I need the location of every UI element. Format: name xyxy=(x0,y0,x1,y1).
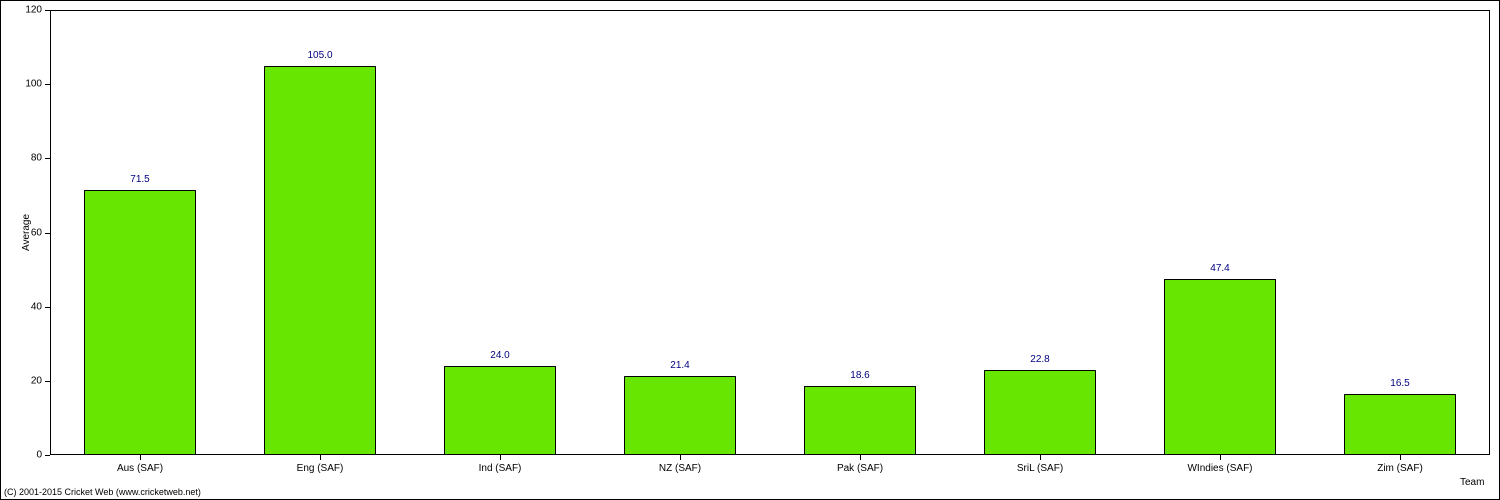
y-tick xyxy=(45,307,50,308)
bar xyxy=(264,66,376,455)
y-axis-label: Average xyxy=(21,213,32,250)
bar-value-label: 47.4 xyxy=(1210,263,1229,274)
y-tick xyxy=(45,233,50,234)
y-tick-label: 120 xyxy=(0,5,42,16)
x-tick-label: Eng (SAF) xyxy=(297,463,344,474)
x-tick xyxy=(680,455,681,460)
copyright-text: (C) 2001-2015 Cricket Web (www.cricketwe… xyxy=(4,487,201,497)
bar xyxy=(444,366,556,455)
bar-value-label: 18.6 xyxy=(850,370,869,381)
x-tick xyxy=(1220,455,1221,460)
y-tick-label: 40 xyxy=(0,301,42,312)
x-tick-label: NZ (SAF) xyxy=(659,463,701,474)
x-tick-label: SriL (SAF) xyxy=(1017,463,1063,474)
x-axis-label: Team xyxy=(1460,477,1484,488)
x-tick-label: Aus (SAF) xyxy=(117,463,163,474)
y-tick xyxy=(45,84,50,85)
bar xyxy=(984,370,1096,455)
y-tick-label: 0 xyxy=(0,450,42,461)
bar xyxy=(84,190,196,455)
bar xyxy=(804,386,916,455)
bar-value-label: 16.5 xyxy=(1390,378,1409,389)
bar-value-label: 21.4 xyxy=(670,360,689,371)
bar-value-label: 105.0 xyxy=(307,50,332,61)
y-tick xyxy=(45,158,50,159)
x-tick-label: Pak (SAF) xyxy=(837,463,883,474)
y-tick-label: 100 xyxy=(0,79,42,90)
bar xyxy=(1164,279,1276,455)
x-tick-label: Zim (SAF) xyxy=(1377,463,1423,474)
bar-value-label: 24.0 xyxy=(490,350,509,361)
bar xyxy=(624,376,736,455)
y-tick-label: 80 xyxy=(0,153,42,164)
x-tick xyxy=(1040,455,1041,460)
x-tick xyxy=(140,455,141,460)
y-tick xyxy=(45,10,50,11)
x-tick xyxy=(320,455,321,460)
x-tick-label: WIndies (SAF) xyxy=(1187,463,1252,474)
y-tick xyxy=(45,381,50,382)
x-tick xyxy=(860,455,861,460)
x-tick xyxy=(1400,455,1401,460)
bar-value-label: 71.5 xyxy=(130,174,149,185)
x-tick-label: Ind (SAF) xyxy=(479,463,522,474)
y-tick xyxy=(45,455,50,456)
y-tick-label: 20 xyxy=(0,375,42,386)
bar xyxy=(1344,394,1456,455)
bar-value-label: 22.8 xyxy=(1030,354,1049,365)
x-tick xyxy=(500,455,501,460)
